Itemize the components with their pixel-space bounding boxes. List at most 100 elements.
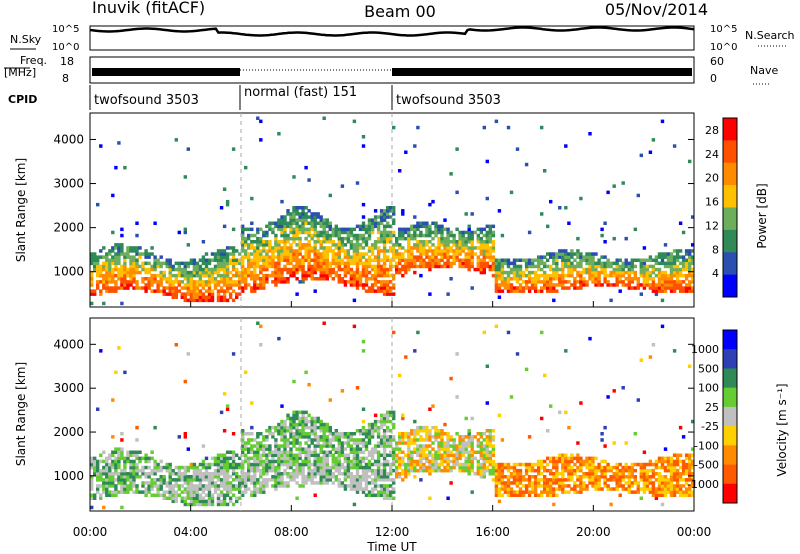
velocity-cell [283,435,287,439]
velocity-cell [570,472,574,476]
power-cell [244,240,248,244]
power-cell [549,267,553,272]
velocity-cell [540,484,544,488]
power-cell [355,267,360,272]
velocity-cell [482,432,486,436]
velocity-cell [313,419,317,424]
velocity-cell [672,459,677,464]
power-cell [313,240,317,244]
velocity-cell [558,459,562,464]
power-cell [530,277,535,281]
power-cell [322,236,326,241]
power-cell [247,261,251,266]
velocity-cell [117,447,121,451]
velocity-cell [298,450,302,454]
power-cell [367,270,372,275]
velocity-cell [253,475,257,479]
power-cell [449,261,453,266]
power-cell [295,212,299,216]
power-cell [238,292,242,296]
power-cell [392,209,396,213]
power-cell [376,230,381,235]
power-cell [183,175,187,179]
velocity-cell [307,478,311,482]
velocity-cell [386,493,390,497]
velocity-cell [573,472,577,476]
velocity-cell [672,493,677,497]
power-cell [286,224,290,229]
velocity-cell [476,465,480,470]
power-cell [681,267,686,272]
power-cell [207,298,212,303]
velocity-cell [265,456,269,461]
velocity-cell [99,478,103,482]
velocity-cell [367,422,372,427]
power-cell [688,270,692,275]
power-cell [364,236,369,241]
power-cell [567,261,571,266]
velocity-cell [591,456,595,461]
power-cell [355,273,360,278]
velocity-cell [253,487,257,491]
velocity-cell [340,472,345,476]
power-cell [207,277,212,281]
power-cell [398,258,402,262]
power-cell [367,286,372,290]
velocity-cell [524,478,529,482]
power-cell [189,283,194,287]
power-cell [219,273,224,278]
velocity-cell [612,478,616,482]
power-cell [476,236,480,241]
power-cell [382,233,387,238]
power-cell [672,280,677,284]
power-cell [265,224,269,229]
power-cell [129,249,133,253]
velocity-cell [105,493,109,497]
velocity-cell [570,459,574,464]
velocity-cell [183,487,187,491]
velocity-cell [533,487,538,491]
velocity-cell [648,355,653,359]
velocity-cell [654,472,659,476]
velocity-cell [165,465,169,470]
power-cell [334,233,338,238]
power-cell [186,283,190,287]
power-cell [392,246,396,250]
power-cell [244,283,248,287]
velocity-cell [304,462,308,467]
velocity-cell [675,462,680,467]
velocity-cell [540,493,544,497]
velocity-cell [165,484,169,488]
power-cell [479,230,483,235]
velocity-cell [404,435,408,439]
velocity-cell [277,472,281,476]
velocity-cell [651,487,656,491]
power-cell [192,267,197,272]
power-cell [561,273,565,278]
power-cell [277,221,281,225]
power-cell [210,252,215,256]
power-cell [389,233,393,238]
power-cell [370,273,375,278]
power-cell [183,270,187,275]
velocity-cell [663,490,668,494]
velocity-cell [316,459,320,464]
power-cell [672,249,677,253]
velocity-cell [533,468,538,473]
power-cell [666,264,671,269]
velocity-cell [382,475,387,479]
velocity-cell [425,456,429,461]
power-cell [334,224,338,229]
power-cell [386,273,390,278]
power-cell [204,298,209,303]
velocity-cell [304,435,308,439]
power-cell [259,243,263,247]
velocity-cell [509,472,514,476]
velocity-cell [597,484,601,488]
velocity-cell [666,462,671,467]
power-cell [691,249,695,253]
power-cell [467,252,471,256]
velocity-cell [331,435,335,439]
power-cell [343,249,348,253]
power-cell [198,273,203,278]
